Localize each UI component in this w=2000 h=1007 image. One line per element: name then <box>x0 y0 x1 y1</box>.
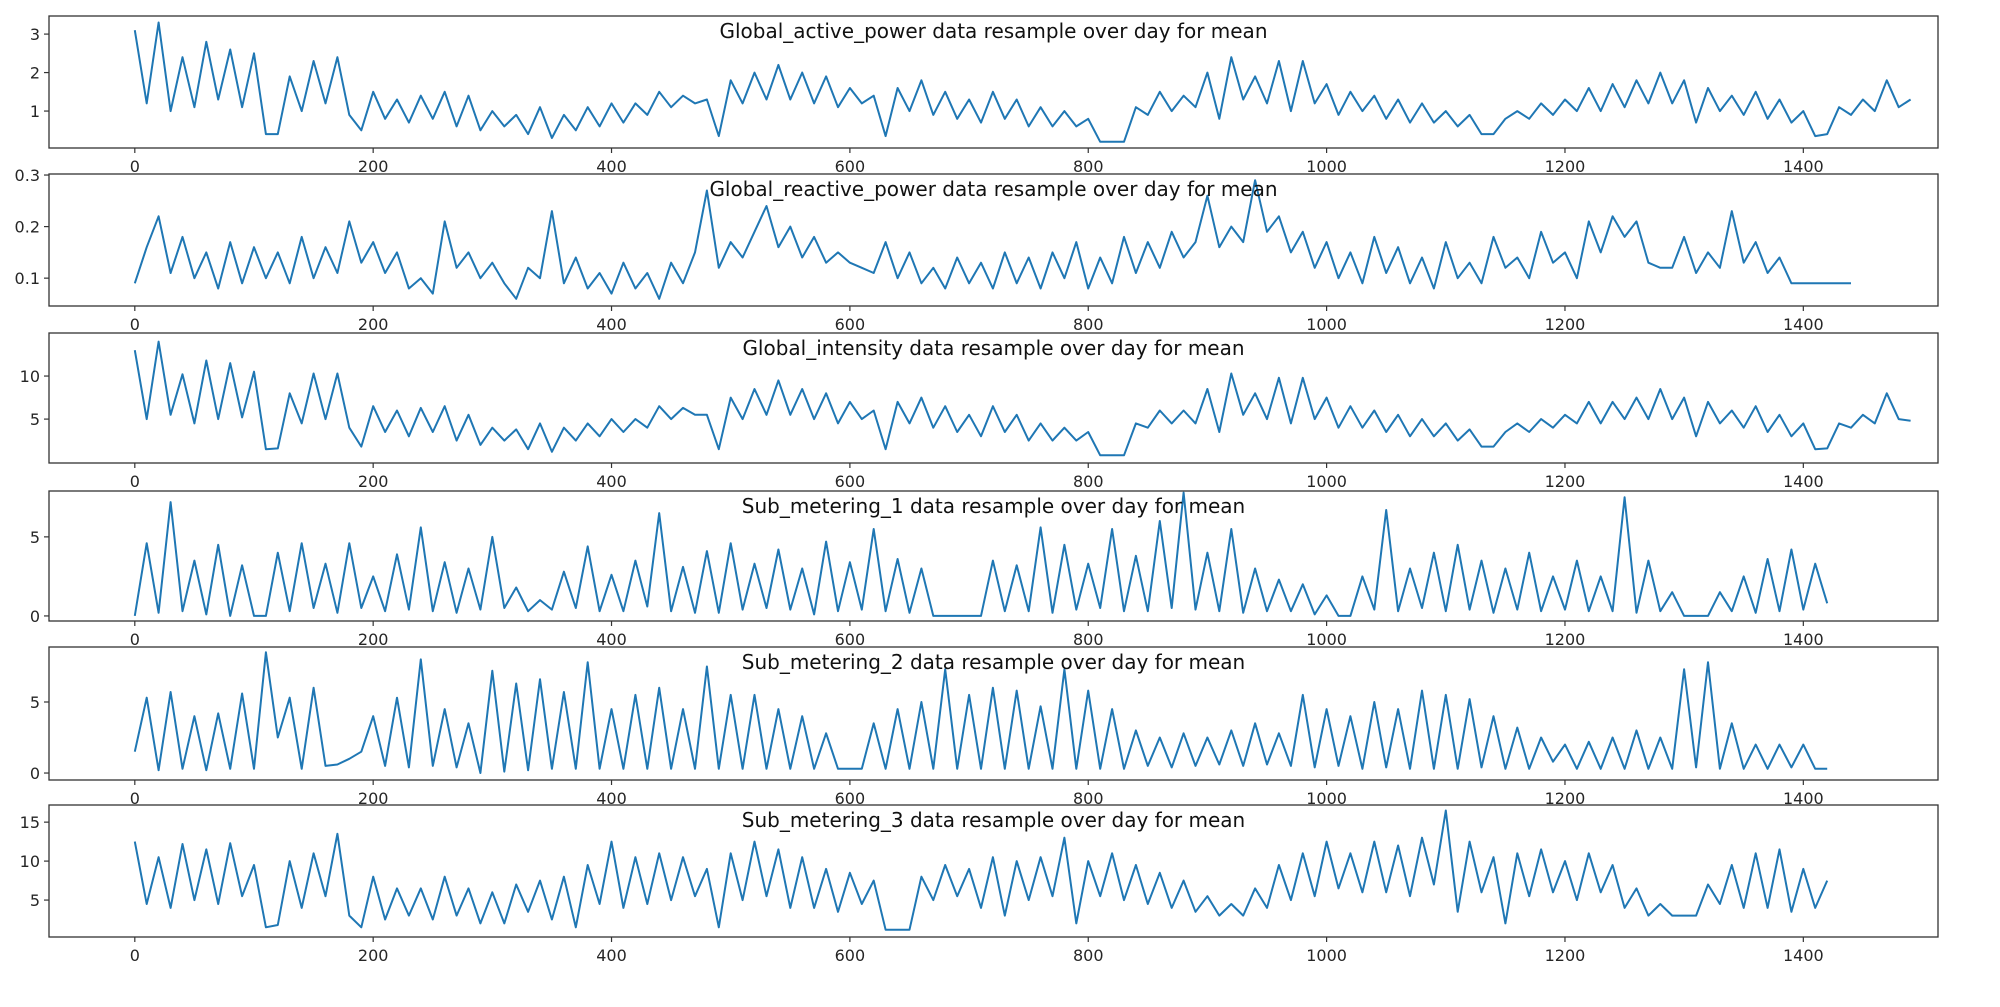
x-tick-label: 200 <box>358 789 389 808</box>
subplot-6: 0 200 400 600 800 1000 1200 1400 5 10 15 Sub_meteri… <box>20 804 1939 965</box>
x-tick-label: 0 <box>130 946 140 965</box>
x-tick-label: 200 <box>358 157 389 176</box>
y-tick-label: 5 <box>30 410 40 429</box>
y-tick-label: 5 <box>30 693 40 712</box>
axes-frame <box>48 15 1939 149</box>
x-tick-label: 1000 <box>1306 630 1347 649</box>
subplot-title: Sub_metering_3 data resample over day fo… <box>742 808 1245 832</box>
x-tick-label: 600 <box>835 157 866 176</box>
subplot-2: 0 200 400 600 800 1000 1200 1400 0.1 0.2 0.3 Global… <box>15 166 1939 334</box>
series-line-Sub_metering_2 <box>133 651 1828 774</box>
series-line-Sub_metering_1 <box>133 491 1829 617</box>
y-tick-label: 5 <box>30 528 40 547</box>
x-tick-label: 1400 <box>1783 315 1824 334</box>
subplot-title: Sub_metering_2 data resample over day fo… <box>742 650 1245 674</box>
axes-frame <box>48 646 1939 781</box>
y-tick-label: 0.3 <box>15 166 40 185</box>
x-tick-label: 200 <box>358 630 389 649</box>
y-tick-label: 0.1 <box>15 269 40 288</box>
x-tick-label: 600 <box>835 789 866 808</box>
x-tick-label: 1000 <box>1306 946 1347 965</box>
subplot-5: 0 200 400 600 800 1000 1200 1400 0 5 Sub_metering_… <box>30 646 1939 808</box>
series-line-Global_intensity <box>133 340 1911 457</box>
x-tick-label: 0 <box>130 789 140 808</box>
x-tick-label: 400 <box>596 946 627 965</box>
y-tick-label: 2 <box>30 64 40 83</box>
subplot-title: Global_intensity data resample over day … <box>742 336 1244 360</box>
y-tick-label: 5 <box>30 891 40 910</box>
x-tick-label: 800 <box>1073 630 1104 649</box>
x-tick-label: 1000 <box>1306 789 1347 808</box>
subplot-3: 0 200 400 600 800 1000 1200 1400 5 10 Global_inten… <box>20 332 1939 491</box>
x-tick-label: 400 <box>596 157 627 176</box>
subplot-title: Global_reactive_power data resample over… <box>709 177 1277 201</box>
axes-frame <box>48 804 1939 938</box>
x-tick-label: 1200 <box>1545 789 1586 808</box>
y-tick-label: 0 <box>30 607 40 626</box>
x-tick-label: 800 <box>1073 789 1104 808</box>
x-tick-label: 1400 <box>1783 789 1824 808</box>
x-tick-label: 1200 <box>1545 315 1586 334</box>
y-tick-label: 0.2 <box>15 218 40 237</box>
y-tick-label: 10 <box>20 367 40 386</box>
subplot-title: Global_active_power data resample over d… <box>719 19 1267 43</box>
x-tick-label: 1200 <box>1545 630 1586 649</box>
subplot-4: 0 200 400 600 800 1000 1200 1400 0 5 Sub_metering_… <box>30 490 1939 649</box>
x-tick-label: 800 <box>1073 315 1104 334</box>
x-tick-label: 400 <box>596 630 627 649</box>
x-tick-label: 1000 <box>1306 315 1347 334</box>
y-tick-label: 1 <box>30 102 40 121</box>
series-line-Global_reactive_power <box>133 179 1851 300</box>
x-tick-label: 200 <box>358 315 389 334</box>
axes-frame <box>48 173 1939 307</box>
y-tick-label: 0 <box>30 764 40 783</box>
y-tick-label: 3 <box>30 25 40 44</box>
x-tick-label: 200 <box>358 472 389 491</box>
series-line-Global_active_power <box>133 21 1912 143</box>
x-tick-label: 400 <box>596 315 627 334</box>
x-tick-label: 800 <box>1073 157 1104 176</box>
x-tick-label: 1000 <box>1306 157 1347 176</box>
y-tick-label: 10 <box>20 852 40 871</box>
axes-frame <box>48 490 1939 622</box>
series-line-Sub_metering_3 <box>133 809 1829 931</box>
x-tick-label: 600 <box>835 315 866 334</box>
x-tick-label: 0 <box>130 472 140 491</box>
x-tick-label: 600 <box>835 946 866 965</box>
x-tick-label: 1400 <box>1783 157 1824 176</box>
axes-frame <box>48 332 1939 464</box>
x-tick-label: 1200 <box>1545 472 1586 491</box>
x-tick-label: 400 <box>596 789 627 808</box>
x-tick-label: 600 <box>835 630 866 649</box>
x-tick-label: 400 <box>596 472 627 491</box>
x-tick-label: 1200 <box>1545 157 1586 176</box>
x-tick-label: 600 <box>835 472 866 491</box>
x-tick-label: 1000 <box>1306 472 1347 491</box>
x-tick-label: 800 <box>1073 472 1104 491</box>
x-tick-label: 0 <box>130 630 140 649</box>
x-tick-label: 1200 <box>1545 946 1586 965</box>
x-tick-label: 1400 <box>1783 946 1824 965</box>
y-tick-label: 15 <box>20 813 40 832</box>
x-tick-label: 800 <box>1073 946 1104 965</box>
x-tick-label: 1400 <box>1783 472 1824 491</box>
subplot-title: Sub_metering_1 data resample over day fo… <box>742 494 1245 518</box>
x-tick-label: 1400 <box>1783 630 1824 649</box>
x-tick-label: 200 <box>358 946 389 965</box>
x-tick-label: 0 <box>130 157 140 176</box>
x-tick-label: 0 <box>130 315 140 334</box>
subplot-1: 0 200 400 600 800 1000 1200 1400 1 2 3 Global_activ… <box>30 15 1939 176</box>
